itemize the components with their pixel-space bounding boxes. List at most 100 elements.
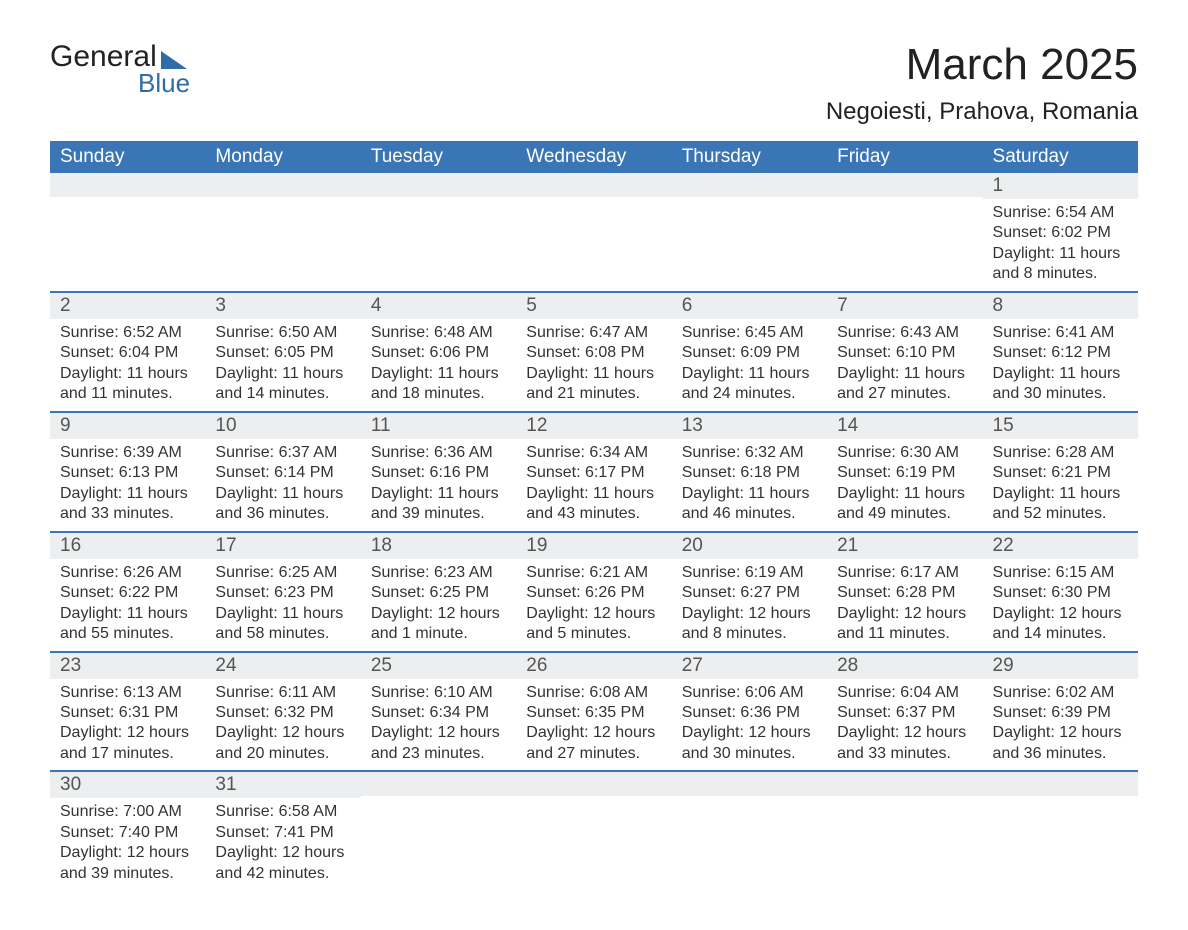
day-detail-line: Sunrise: 6:11 AM — [215, 683, 350, 703]
day-details: Sunrise: 6:48 AMSunset: 6:06 PMDaylight:… — [361, 319, 516, 411]
day-detail-line: Sunrise: 6:34 AM — [526, 443, 661, 463]
day-details — [672, 197, 827, 281]
month-title: March 2025 — [826, 40, 1138, 90]
day-detail-line: and 30 minutes. — [682, 744, 817, 764]
day-number — [983, 772, 1138, 796]
day-detail-line: Sunset: 6:32 PM — [215, 703, 350, 723]
day-details: Sunrise: 6:39 AMSunset: 6:13 PMDaylight:… — [50, 439, 205, 531]
day-detail-line: Sunset: 6:23 PM — [215, 583, 350, 603]
calendar-day-cell — [672, 173, 827, 292]
day-detail-line: Sunrise: 6:10 AM — [371, 683, 506, 703]
day-detail-line: Daylight: 12 hours — [837, 723, 972, 743]
day-detail-line: Sunrise: 6:50 AM — [215, 323, 350, 343]
day-detail-line: Sunset: 6:05 PM — [215, 343, 350, 363]
weekday-header: Tuesday — [361, 141, 516, 173]
day-detail-line: Daylight: 12 hours — [993, 723, 1128, 743]
day-details: Sunrise: 6:58 AMSunset: 7:41 PMDaylight:… — [205, 798, 360, 890]
day-detail-line: Sunset: 6:37 PM — [837, 703, 972, 723]
calendar-day-cell: 26Sunrise: 6:08 AMSunset: 6:35 PMDayligh… — [516, 652, 671, 772]
calendar-day-cell — [50, 173, 205, 292]
day-detail-line: Sunrise: 6:23 AM — [371, 563, 506, 583]
calendar-day-cell — [983, 771, 1138, 890]
calendar-day-cell — [361, 771, 516, 890]
day-details: Sunrise: 6:10 AMSunset: 6:34 PMDaylight:… — [361, 679, 516, 771]
day-detail-line: Sunset: 6:28 PM — [837, 583, 972, 603]
day-details — [827, 796, 982, 880]
day-detail-line: and 5 minutes. — [526, 624, 661, 644]
calendar-day-cell: 5Sunrise: 6:47 AMSunset: 6:08 PMDaylight… — [516, 292, 671, 412]
calendar-day-cell: 4Sunrise: 6:48 AMSunset: 6:06 PMDaylight… — [361, 292, 516, 412]
calendar-table: Sunday Monday Tuesday Wednesday Thursday… — [50, 141, 1138, 890]
day-detail-line: Sunrise: 6:58 AM — [215, 802, 350, 822]
day-number: 27 — [672, 653, 827, 679]
day-detail-line: Daylight: 12 hours — [682, 723, 817, 743]
day-details — [672, 796, 827, 880]
day-detail-line: Daylight: 12 hours — [371, 723, 506, 743]
day-details: Sunrise: 6:08 AMSunset: 6:35 PMDaylight:… — [516, 679, 671, 771]
day-detail-line: Sunset: 6:19 PM — [837, 463, 972, 483]
day-detail-line: Sunrise: 6:04 AM — [837, 683, 972, 703]
day-detail-line: Daylight: 11 hours — [993, 364, 1128, 384]
day-detail-line: Daylight: 11 hours — [215, 364, 350, 384]
day-detail-line: and 30 minutes. — [993, 384, 1128, 404]
day-detail-line: and 18 minutes. — [371, 384, 506, 404]
day-number — [827, 772, 982, 796]
day-detail-line: Sunrise: 6:28 AM — [993, 443, 1128, 463]
day-detail-line: Daylight: 12 hours — [993, 604, 1128, 624]
calendar-day-cell: 8Sunrise: 6:41 AMSunset: 6:12 PMDaylight… — [983, 292, 1138, 412]
day-detail-line: Sunset: 6:39 PM — [993, 703, 1128, 723]
day-details: Sunrise: 6:17 AMSunset: 6:28 PMDaylight:… — [827, 559, 982, 651]
calendar-day-cell: 21Sunrise: 6:17 AMSunset: 6:28 PMDayligh… — [827, 532, 982, 652]
day-number — [516, 173, 671, 197]
weekday-header: Thursday — [672, 141, 827, 173]
day-detail-line: Daylight: 11 hours — [215, 484, 350, 504]
day-number: 24 — [205, 653, 360, 679]
day-number: 29 — [983, 653, 1138, 679]
day-detail-line: Daylight: 11 hours — [837, 484, 972, 504]
day-detail-line: and 14 minutes. — [215, 384, 350, 404]
calendar-day-cell: 1Sunrise: 6:54 AMSunset: 6:02 PMDaylight… — [983, 173, 1138, 292]
day-detail-line: Sunset: 6:21 PM — [993, 463, 1128, 483]
calendar-day-cell — [672, 771, 827, 890]
day-details: Sunrise: 6:23 AMSunset: 6:25 PMDaylight:… — [361, 559, 516, 651]
day-number — [516, 772, 671, 796]
day-detail-line: Sunset: 6:12 PM — [993, 343, 1128, 363]
day-detail-line: Sunset: 6:30 PM — [993, 583, 1128, 603]
day-detail-line: Sunrise: 6:41 AM — [993, 323, 1128, 343]
day-number: 31 — [205, 772, 360, 798]
calendar-week-row: 1Sunrise: 6:54 AMSunset: 6:02 PMDaylight… — [50, 173, 1138, 292]
day-detail-line: Daylight: 12 hours — [60, 723, 195, 743]
day-detail-line: Sunset: 6:08 PM — [526, 343, 661, 363]
calendar-day-cell: 11Sunrise: 6:36 AMSunset: 6:16 PMDayligh… — [361, 412, 516, 532]
day-detail-line: Sunrise: 6:39 AM — [60, 443, 195, 463]
calendar-day-cell: 31Sunrise: 6:58 AMSunset: 7:41 PMDayligh… — [205, 771, 360, 890]
weekday-header: Friday — [827, 141, 982, 173]
weekday-header: Sunday — [50, 141, 205, 173]
day-detail-line: Daylight: 11 hours — [682, 364, 817, 384]
calendar-day-cell: 17Sunrise: 6:25 AMSunset: 6:23 PMDayligh… — [205, 532, 360, 652]
day-detail-line: Sunrise: 6:32 AM — [682, 443, 817, 463]
calendar-day-cell: 27Sunrise: 6:06 AMSunset: 6:36 PMDayligh… — [672, 652, 827, 772]
day-detail-line: and 8 minutes. — [682, 624, 817, 644]
day-number: 26 — [516, 653, 671, 679]
day-detail-line: Sunrise: 6:36 AM — [371, 443, 506, 463]
day-number: 6 — [672, 293, 827, 319]
day-detail-line: Daylight: 11 hours — [682, 484, 817, 504]
title-block: March 2025 Negoiesti, Prahova, Romania — [826, 40, 1138, 126]
day-number: 11 — [361, 413, 516, 439]
day-detail-line: Daylight: 12 hours — [60, 843, 195, 863]
day-detail-line: Sunset: 6:35 PM — [526, 703, 661, 723]
day-number — [361, 173, 516, 197]
calendar-day-cell: 9Sunrise: 6:39 AMSunset: 6:13 PMDaylight… — [50, 412, 205, 532]
day-details: Sunrise: 6:28 AMSunset: 6:21 PMDaylight:… — [983, 439, 1138, 531]
day-details: Sunrise: 6:36 AMSunset: 6:16 PMDaylight:… — [361, 439, 516, 531]
day-number: 17 — [205, 533, 360, 559]
calendar-day-cell: 14Sunrise: 6:30 AMSunset: 6:19 PMDayligh… — [827, 412, 982, 532]
day-detail-line: and 36 minutes. — [993, 744, 1128, 764]
calendar-week-row: 23Sunrise: 6:13 AMSunset: 6:31 PMDayligh… — [50, 652, 1138, 772]
calendar-day-cell — [516, 771, 671, 890]
day-detail-line: and 58 minutes. — [215, 624, 350, 644]
calendar-day-cell: 29Sunrise: 6:02 AMSunset: 6:39 PMDayligh… — [983, 652, 1138, 772]
day-number: 22 — [983, 533, 1138, 559]
day-detail-line: Daylight: 12 hours — [526, 723, 661, 743]
